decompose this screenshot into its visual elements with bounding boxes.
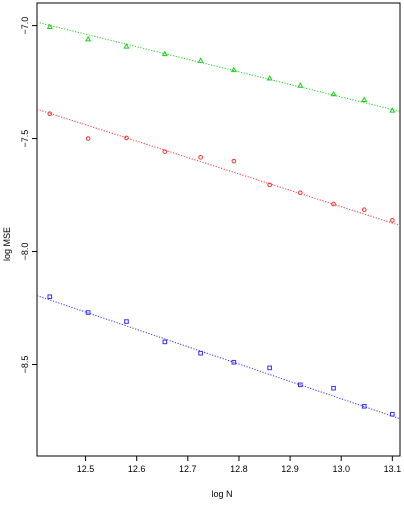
y-tick-label: −7.0 bbox=[20, 17, 30, 35]
data-point bbox=[161, 50, 168, 57]
data-point bbox=[198, 155, 203, 160]
data-point bbox=[361, 207, 367, 213]
data-point bbox=[230, 66, 237, 73]
data-point bbox=[331, 201, 336, 207]
y-axis-label: log MSE bbox=[2, 227, 12, 261]
plot-frame bbox=[36, 2, 401, 457]
data-point bbox=[162, 149, 168, 154]
x-axis-label: log N bbox=[211, 489, 232, 499]
fit-lines bbox=[36, 21, 401, 420]
fit-line bbox=[36, 21, 401, 112]
fit-line bbox=[36, 108, 401, 227]
data-points bbox=[46, 23, 396, 417]
data-point bbox=[85, 136, 91, 141]
data-point bbox=[267, 182, 272, 188]
x-tick-label: 13.0 bbox=[332, 464, 350, 474]
data-point bbox=[266, 75, 273, 81]
x-tick-label: 12.9 bbox=[281, 464, 299, 474]
data-point bbox=[85, 35, 92, 42]
data-point bbox=[361, 403, 367, 409]
data-point bbox=[162, 339, 168, 345]
data-point bbox=[390, 411, 395, 417]
data-point bbox=[85, 310, 91, 315]
data-point bbox=[297, 82, 304, 88]
data-point bbox=[231, 158, 237, 164]
y-tick-label: −8.5 bbox=[20, 356, 30, 374]
data-point bbox=[231, 359, 237, 365]
x-axis: 12.5 12.6 12.7 12.8 12.9 13.0 13.1 bbox=[77, 456, 401, 474]
data-point bbox=[330, 90, 337, 97]
x-tick-label: 12.7 bbox=[179, 464, 197, 474]
data-point bbox=[124, 135, 129, 141]
y-tick-label: −7.5 bbox=[20, 130, 30, 148]
data-point bbox=[47, 111, 53, 117]
data-point bbox=[197, 57, 204, 63]
data-point bbox=[47, 294, 53, 300]
data-point bbox=[361, 96, 368, 102]
fit-line bbox=[36, 295, 401, 420]
data-point bbox=[331, 385, 336, 391]
data-point bbox=[267, 365, 272, 371]
x-tick-label: 12.6 bbox=[128, 464, 146, 474]
data-point bbox=[389, 107, 396, 113]
data-point bbox=[123, 43, 130, 49]
data-point bbox=[298, 382, 303, 388]
data-point bbox=[298, 190, 303, 196]
y-tick-label: −8.0 bbox=[20, 243, 30, 261]
x-tick-label: 12.5 bbox=[77, 464, 95, 474]
x-tick-label: 13.1 bbox=[384, 464, 402, 474]
x-tick-label: 12.8 bbox=[230, 464, 248, 474]
y-axis: −7.0 −7.5 −8.0 −8.5 bbox=[20, 17, 37, 374]
data-point bbox=[198, 350, 203, 356]
data-point bbox=[390, 218, 395, 223]
data-point bbox=[124, 319, 129, 324]
data-point bbox=[46, 23, 53, 29]
